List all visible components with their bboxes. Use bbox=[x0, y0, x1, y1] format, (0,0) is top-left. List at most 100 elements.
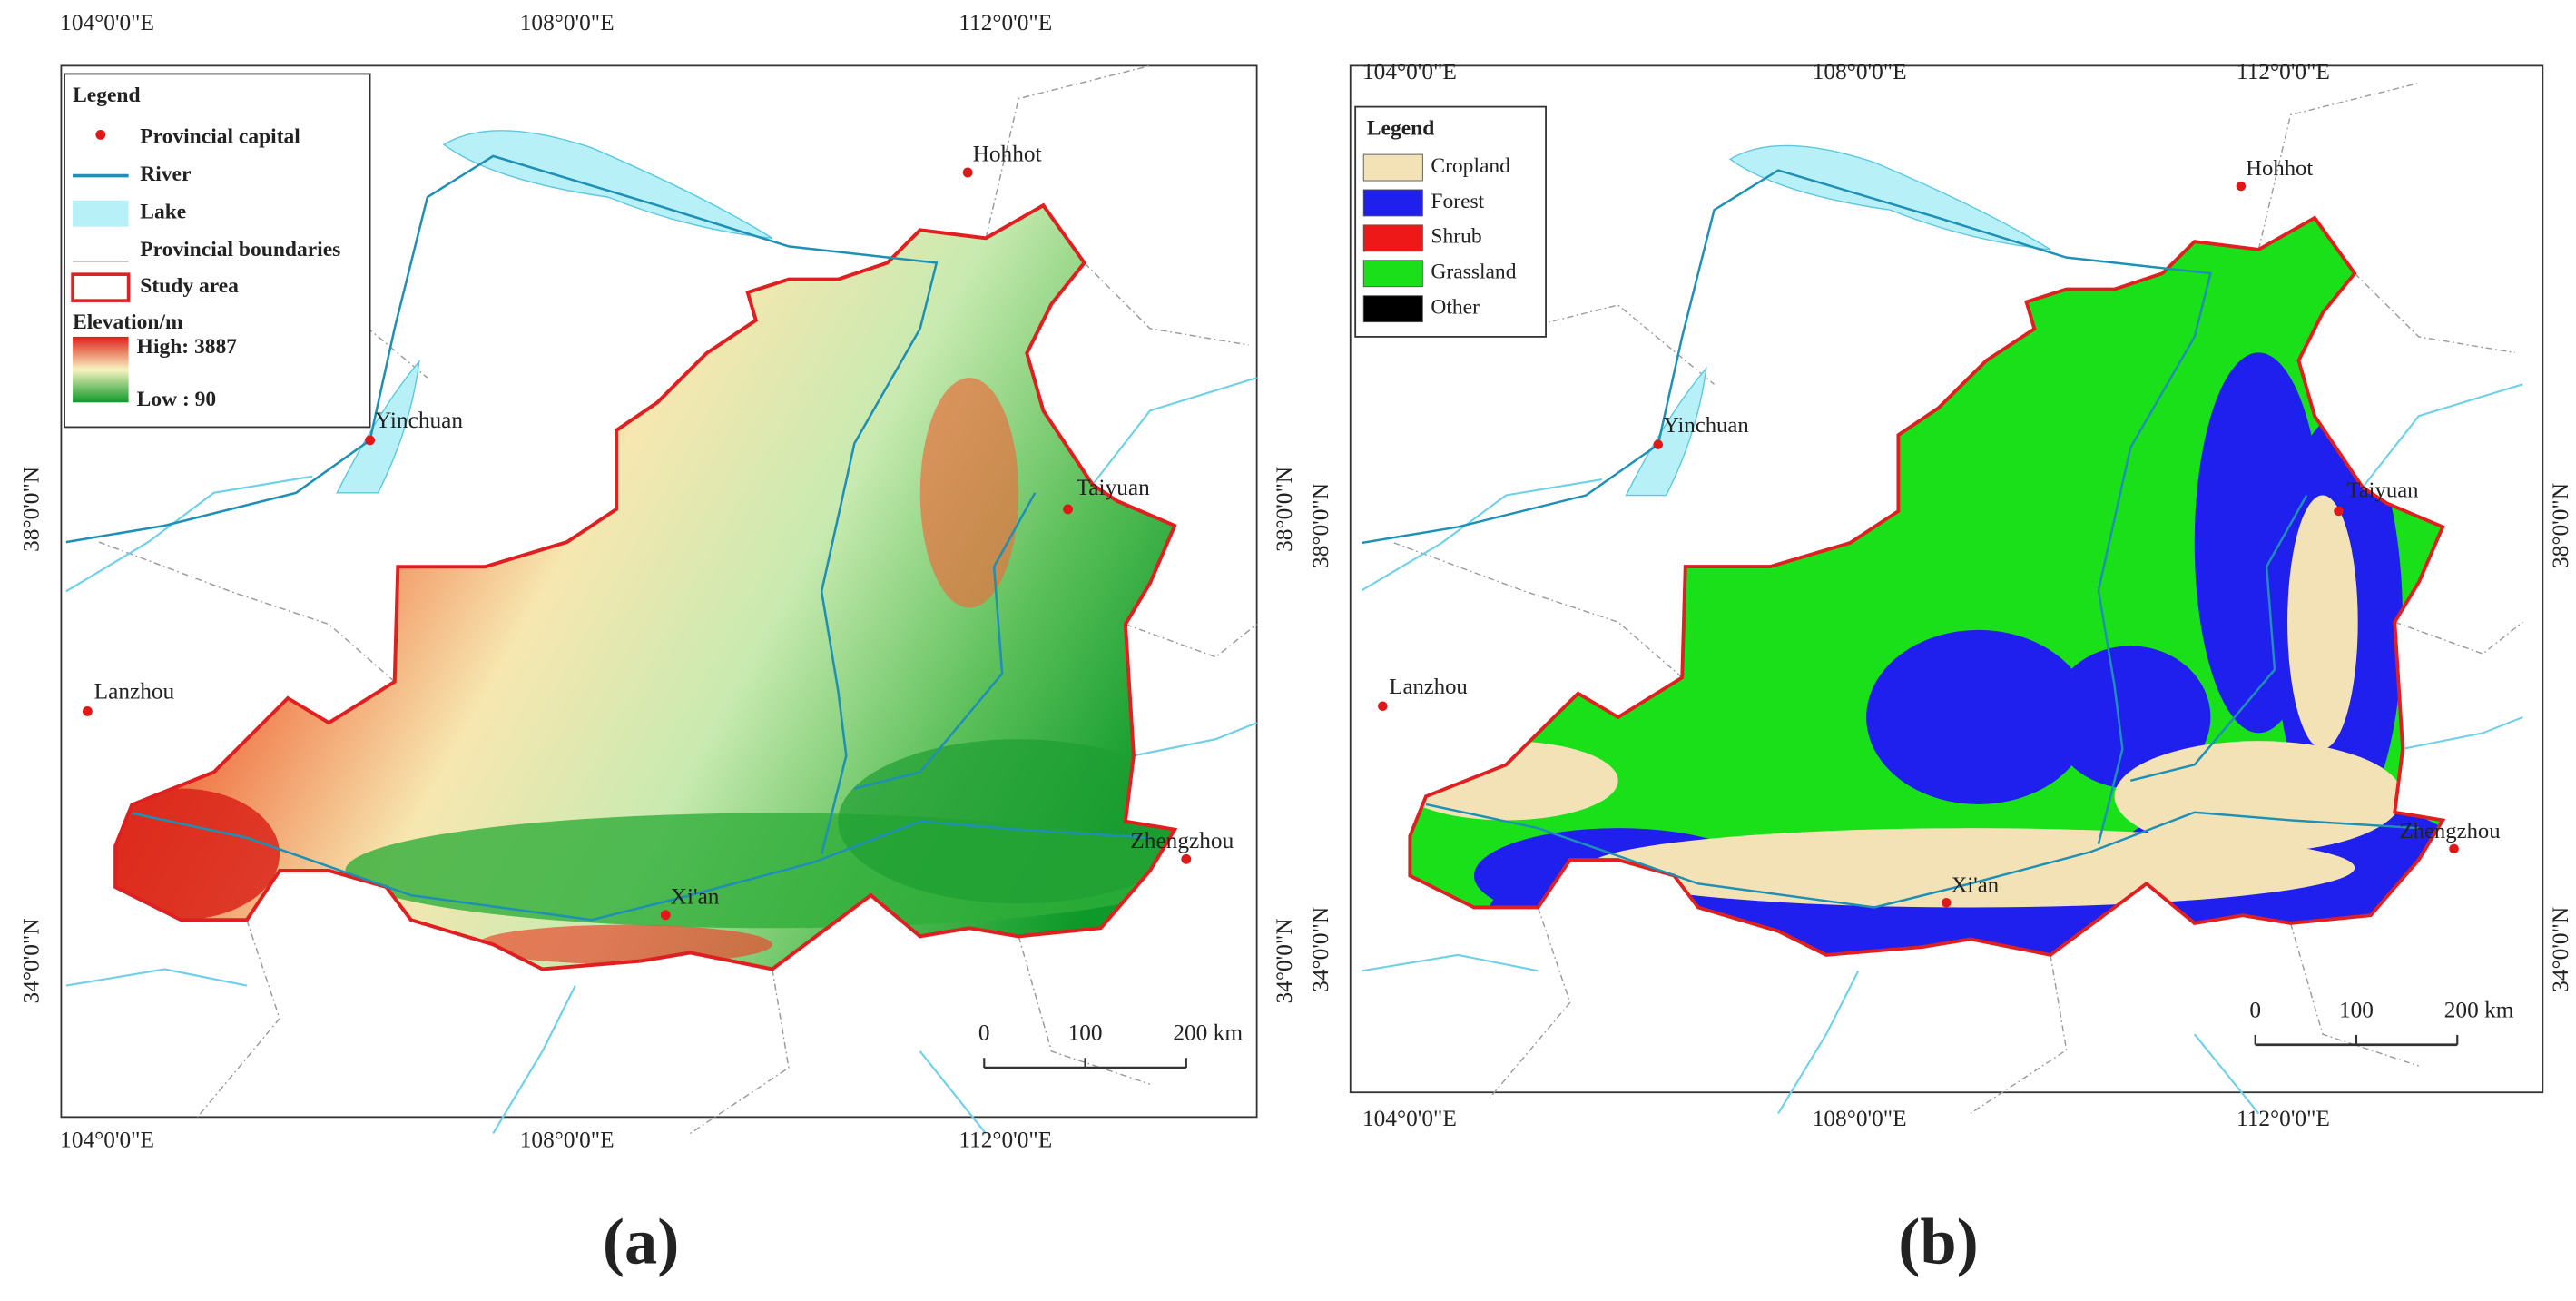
legend-label: Grassland bbox=[1431, 261, 1516, 284]
longitude-label: 112°0'0"E bbox=[2237, 1106, 2330, 1131]
latitude-label: 34°0'0"N bbox=[1272, 918, 1297, 1003]
river bbox=[65, 968, 248, 987]
city-label: Lanzhou bbox=[94, 678, 175, 704]
river bbox=[1425, 803, 2419, 909]
cropland bbox=[2114, 741, 2404, 853]
city-label: Yinchuan bbox=[375, 408, 463, 433]
provincial-boundary bbox=[1084, 261, 1249, 346]
river bbox=[2402, 715, 2523, 750]
lake bbox=[1728, 144, 2051, 251]
legend-swatch bbox=[1362, 224, 1423, 252]
elevation-detail bbox=[115, 378, 1175, 965]
longitude-label: 104°0'0"E bbox=[1362, 1106, 1457, 1131]
provincial-boundary bbox=[689, 969, 790, 1135]
longitude-label: 112°0'0"E bbox=[959, 1127, 1052, 1152]
river bbox=[919, 1050, 987, 1135]
city-label: Xi'an bbox=[1952, 873, 1999, 898]
lowland bbox=[838, 739, 1175, 904]
panel-caption: (b) bbox=[1898, 1206, 1978, 1278]
legend-swatch bbox=[1362, 260, 1423, 288]
legend-symbol bbox=[95, 129, 106, 140]
elevation-ramp bbox=[73, 336, 129, 403]
provincial-capital bbox=[1653, 439, 1664, 449]
provincial-boundary bbox=[2289, 922, 2419, 1067]
provincial-capital bbox=[1378, 701, 1388, 711]
river bbox=[1361, 478, 1603, 592]
longitude-label: 108°0'0"E bbox=[520, 1127, 615, 1152]
latitude-label: 34°0'0"N bbox=[2548, 907, 2573, 992]
legend-subtitle: Elevation/m bbox=[73, 310, 183, 334]
longitude-label: 112°0'0"E bbox=[2237, 59, 2330, 84]
map-content: Hohhot Yinchuan Taiyuan Lanzhou Xi'an Zhengzh… bbox=[65, 64, 1258, 1135]
provincial-boundary bbox=[1970, 954, 2068, 1115]
river bbox=[1133, 722, 1258, 757]
legend-label: Provincial boundaries bbox=[140, 238, 340, 261]
scale-label: 100 bbox=[2339, 997, 2374, 1022]
legend-title: Legend bbox=[1367, 116, 1434, 140]
legend-label: Other bbox=[1431, 296, 1480, 320]
provincial-capital bbox=[2236, 181, 2247, 192]
map-panel: Hohhot Yinchuan Taiyuan Lanzhou Xi'an Zhengzh… bbox=[1308, 59, 2573, 1277]
legend-symbol bbox=[71, 272, 131, 302]
longitude-label: 104°0'0"E bbox=[60, 10, 154, 35]
legend-label: River bbox=[140, 163, 191, 186]
provincial-boundary bbox=[1125, 623, 1258, 658]
legend-swatch bbox=[1362, 295, 1423, 323]
longitude-label: 108°0'0"E bbox=[520, 10, 615, 35]
legend-title: Legend bbox=[73, 84, 140, 107]
city-label: Xi'an bbox=[671, 884, 720, 910]
cropland bbox=[2287, 495, 2358, 749]
city-label: Hohhot bbox=[2246, 156, 2313, 181]
highland bbox=[919, 378, 1019, 608]
provincial-capital bbox=[2334, 506, 2344, 517]
river bbox=[65, 475, 313, 593]
scale-label: 100 bbox=[1068, 1020, 1103, 1046]
longitude-label: 104°0'0"E bbox=[60, 1127, 154, 1152]
scale-label: 200 km bbox=[1173, 1020, 1243, 1046]
provincial-capital bbox=[962, 167, 973, 178]
legend-label: Cropland bbox=[1431, 154, 1510, 178]
provincial-boundary bbox=[1490, 907, 1571, 1099]
provincial-boundary bbox=[2257, 82, 2419, 251]
provincial-capital bbox=[1063, 504, 1073, 515]
provincial-capital bbox=[660, 910, 671, 921]
provincial-boundary bbox=[98, 541, 396, 683]
city-label: Hohhot bbox=[973, 142, 1042, 167]
river bbox=[131, 812, 1151, 922]
provincial-capital bbox=[365, 435, 376, 446]
highland bbox=[115, 788, 280, 921]
study-area bbox=[1408, 215, 2446, 957]
forest bbox=[1866, 629, 2091, 804]
river bbox=[1362, 169, 2212, 844]
city-label: Yinchuan bbox=[1663, 413, 1749, 438]
provincial-capital bbox=[2449, 843, 2459, 854]
provincial-capital bbox=[82, 706, 93, 716]
legend-swatch bbox=[1362, 153, 1423, 182]
legend-label: Forest bbox=[1431, 190, 1484, 213]
legend-label: High: 3887 bbox=[137, 335, 238, 359]
scale-label: 0 bbox=[2249, 997, 2261, 1022]
legend-label: Provincial capital bbox=[140, 124, 300, 148]
latitude-label: 38°0'0"N bbox=[1308, 483, 1333, 568]
longitude-label: 104°0'0"E bbox=[1362, 59, 1457, 84]
river bbox=[65, 154, 939, 855]
provincial-boundary bbox=[2354, 272, 2515, 354]
river bbox=[2193, 1033, 2260, 1115]
provincial-boundary bbox=[197, 920, 280, 1118]
panel-caption: (a) bbox=[603, 1206, 679, 1278]
cropland bbox=[1586, 828, 2355, 908]
city-label: Taiyuan bbox=[2346, 478, 2418, 503]
river bbox=[2129, 494, 2308, 782]
legend-label: Shrub bbox=[1431, 225, 1481, 249]
scale-label: 200 km bbox=[2444, 997, 2514, 1022]
provincial-boundary bbox=[985, 64, 1151, 239]
river bbox=[1362, 953, 1539, 972]
river bbox=[854, 492, 1037, 790]
river bbox=[2362, 383, 2523, 488]
river bbox=[1777, 970, 1860, 1115]
scale-label: 0 bbox=[978, 1020, 990, 1046]
latitude-label: 38°0'0"N bbox=[2548, 483, 2573, 568]
provincial-boundary bbox=[1393, 542, 1683, 678]
map-panel: Hohhot Yinchuan Taiyuan Lanzhou Xi'an Zhengzh… bbox=[18, 10, 1297, 1278]
